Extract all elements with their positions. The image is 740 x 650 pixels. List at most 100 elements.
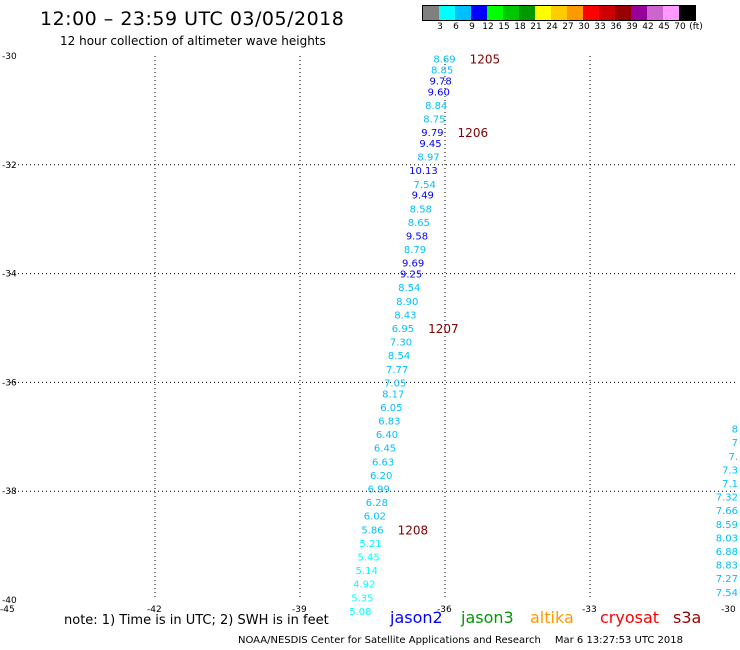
legend-swatch	[567, 6, 583, 20]
legend-swatch	[439, 6, 455, 20]
wave-height-label: 7.30	[390, 338, 412, 349]
wave-height-label: 8.69	[433, 55, 455, 66]
legend-tick-label: 33	[594, 22, 606, 32]
legend-swatch	[455, 6, 471, 20]
legend-tick-label: 18	[514, 22, 526, 32]
legend-tick-label: 27	[562, 22, 574, 32]
wave-height-label: 8.75	[423, 115, 445, 126]
wave-height-label: 8.54	[388, 351, 410, 362]
wave-height-label: 7.77	[386, 365, 408, 376]
legend-swatch	[487, 6, 503, 20]
legend-tick-labels: 3 6 9 12 15 18 21 24 27 30 33 36 39 42 45 70 (ft)	[422, 21, 703, 33]
wave-height-label: 6.02	[364, 512, 386, 523]
footer-credit: NOAA/NESDIS Center for Satellite Applica…	[238, 635, 541, 646]
wave-height-label: 8.58	[410, 204, 432, 215]
legend-tick-label: 36	[610, 22, 622, 32]
wave-height-label: 9.69	[402, 259, 424, 270]
wave-height-label: 7.1	[722, 479, 738, 490]
legend-cryosat: cryosat	[600, 608, 660, 627]
color-scale-legend: 3 6 9 12 15 18 21 24 27 30 33 36 39 42 45 70 (ft)	[422, 5, 703, 33]
lat-label: -40	[2, 596, 17, 606]
lon-label: -36	[437, 605, 452, 615]
lat-label: -36	[2, 378, 17, 388]
lon-label: -30	[721, 605, 736, 615]
legend-tick-label: (ft)	[689, 22, 703, 32]
legend-tick-label: 42	[642, 22, 654, 32]
wave-height-label: 6.63	[372, 457, 394, 468]
wave-height-label: 7.66	[716, 506, 738, 517]
wave-height-label: 6.99	[368, 484, 390, 495]
wave-height-label: 6.45	[374, 444, 396, 455]
legend-swatch	[535, 6, 551, 20]
footer: NOAA/NESDIS Center for Satellite Applica…	[238, 635, 683, 646]
wave-height-label: 6.05	[380, 403, 402, 414]
legend-jason3: jason3	[461, 608, 514, 627]
wave-height-label: 5.14	[356, 566, 378, 577]
wave-height-label: 5.45	[357, 552, 379, 563]
wave-height-label: 7.54	[414, 180, 436, 191]
wave-height-label: 7.32	[716, 493, 738, 504]
wave-height-label: 6.83	[378, 416, 400, 427]
wave-height-label: 8.54	[398, 283, 420, 294]
wave-height-label: 6.20	[370, 471, 392, 482]
time-label: 1206	[458, 126, 489, 140]
legend-swatch	[663, 6, 679, 20]
wave-height-label: 10.13	[409, 166, 438, 177]
footer-timestamp: Mar 6 13:27:53 UTC 2018	[554, 635, 683, 646]
wave-height-label: 7.27	[716, 574, 738, 585]
wave-height-label: 9.25	[400, 270, 422, 281]
legend-tick-label: 45	[658, 22, 670, 32]
wave-height-label: 7.05	[384, 378, 406, 389]
legend-altika: altika	[530, 608, 574, 627]
wave-height-label: 7.	[728, 452, 738, 463]
legend-swatch	[679, 6, 695, 20]
legend-swatch	[471, 6, 487, 20]
legend-swatch	[423, 6, 439, 20]
wave-height-label: 8.65	[408, 218, 430, 229]
wave-height-label: 8.85	[431, 66, 453, 77]
wave-height-label: 8.79	[404, 245, 426, 256]
wave-height-label: 8.97	[417, 153, 439, 164]
lat-label: -32	[2, 161, 17, 171]
wave-height-label: 7	[732, 438, 738, 449]
legend-swatch	[647, 6, 663, 20]
wave-height-label: 8	[732, 425, 738, 436]
wave-height-label: 8.83	[716, 561, 738, 572]
lon-label: -39	[292, 605, 307, 615]
wave-height-label: 8.90	[396, 297, 418, 308]
wave-height-label: 9.45	[419, 139, 441, 150]
wave-height-label: 8.03	[716, 533, 738, 544]
wave-height-label: 9.58	[406, 232, 428, 243]
lon-label: -45	[0, 605, 15, 615]
wave-height-label: 7.3	[722, 465, 738, 476]
wave-height-label: 9.49	[412, 191, 434, 202]
lat-label: -38	[2, 487, 17, 497]
legend-swatch	[503, 6, 519, 20]
wave-height-label: 8.17	[382, 389, 404, 400]
lon-label: -33	[582, 605, 597, 615]
wave-height-label: 6.40	[376, 430, 398, 441]
footnote: note: 1) Time is in UTC; 2) SWH is in fe…	[64, 613, 329, 628]
wave-height-label: 8.59	[716, 520, 738, 531]
legend-tick-label: 21	[530, 22, 542, 32]
legend-tick-label: 24	[546, 22, 558, 32]
legend-tick-label: 70	[674, 22, 686, 32]
time-label: 1208	[398, 523, 429, 537]
page-title: 12:00 – 23:59 UTC 03/05/2018	[40, 8, 345, 30]
time-label: 1207	[428, 322, 459, 336]
legend-swatch	[615, 6, 631, 20]
wave-height-label: 5.21	[359, 539, 381, 550]
page-subtitle: 12 hour collection of altimeter wave hei…	[60, 34, 326, 48]
legend-swatch	[599, 6, 615, 20]
legend-tick-label: 30	[578, 22, 590, 32]
lat-label: -30	[2, 52, 17, 62]
wave-height-label: 5.08	[349, 607, 371, 618]
legend-tick-label: 3	[437, 22, 443, 32]
wave-height-label: 6.88	[716, 547, 738, 558]
legend-swatch	[583, 6, 599, 20]
wave-height-label: 7.54	[716, 588, 738, 599]
legend-s3a: s3a	[673, 608, 702, 627]
wave-height-label: 6.95	[392, 324, 414, 335]
wave-height-label: 5.35	[351, 593, 373, 604]
wave-height-label: 9.79	[421, 128, 443, 139]
